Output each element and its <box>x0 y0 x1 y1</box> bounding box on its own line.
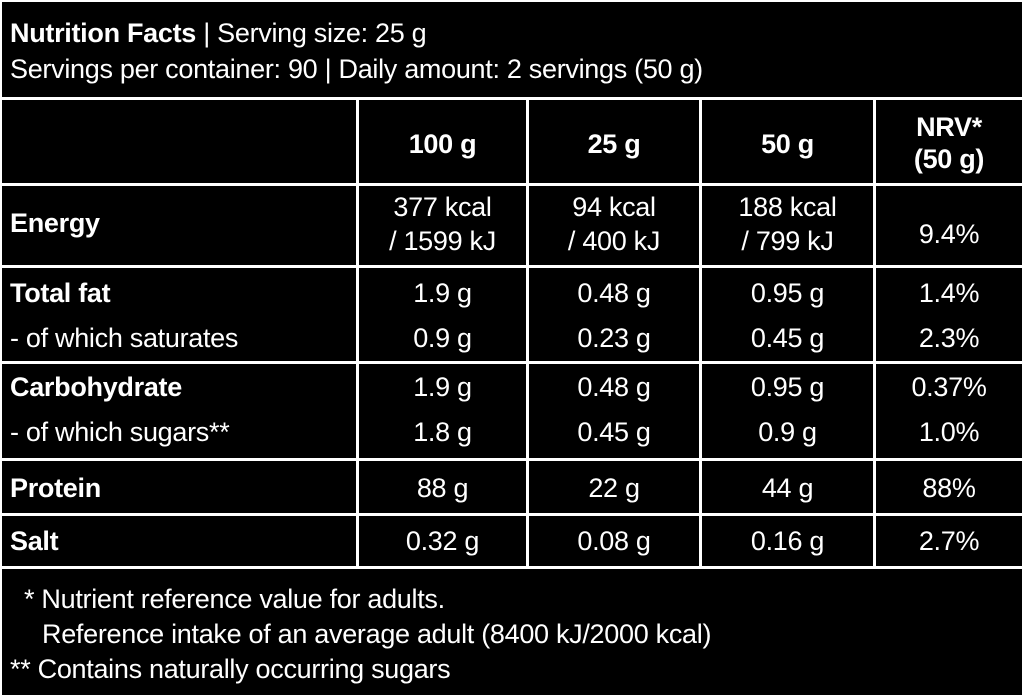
divider <box>2 183 1022 186</box>
salt-100g: 0.32 g <box>405 526 480 556</box>
salt-nrv: 2.7% <box>918 526 980 556</box>
divider <box>2 458 1022 461</box>
carbohydrate-50g: 0.95 g <box>750 372 825 402</box>
column-header-nrv: NRV* <box>916 112 982 142</box>
row-label-energy: Energy <box>10 208 100 238</box>
column-header-nrv-unit: (50 g) <box>913 144 985 174</box>
sugars-100g: 1.8 g <box>413 417 472 447</box>
column-header-100g: 100 g <box>408 129 477 159</box>
divider <box>2 265 1022 268</box>
energy-100g-kcal: 377 kcal <box>393 192 492 222</box>
total-fat-25g: 0.48 g <box>577 278 651 308</box>
energy-nrv: 9.4% <box>918 219 980 249</box>
column-divider <box>356 99 359 569</box>
carbohydrate-100g: 1.9 g <box>413 372 472 402</box>
salt-25g: 0.08 g <box>577 526 651 556</box>
header-line-1: Nutrition Facts | Serving size: 25 g <box>10 18 427 48</box>
divider <box>2 361 1022 364</box>
protein-nrv: 88% <box>922 473 976 503</box>
divider <box>2 566 1022 569</box>
row-label-total-fat: Total fat <box>10 278 111 308</box>
header-separator: | <box>203 18 210 48</box>
divider <box>2 97 1022 100</box>
divider <box>2 513 1022 516</box>
footnote-nrv: * Nutrient reference value for adults. <box>24 584 445 614</box>
nutrition-facts-title: Nutrition Facts <box>10 18 197 48</box>
sugars-nrv: 1.0% <box>918 417 980 447</box>
energy-25g-kcal: 94 kcal <box>572 192 656 222</box>
column-divider <box>526 99 529 569</box>
footnote-reference-intake: Reference intake of an average adult (84… <box>42 619 712 649</box>
row-label-salt: Salt <box>10 526 59 556</box>
carbohydrate-nrv: 0.37% <box>911 372 987 402</box>
saturates-25g: 0.23 g <box>577 323 651 353</box>
energy-25g-kj: / 400 kJ <box>567 226 661 256</box>
protein-25g: 22 g <box>588 473 640 503</box>
row-label-saturates: - of which saturates <box>10 323 239 353</box>
sugars-25g: 0.45 g <box>577 417 651 447</box>
saturates-50g: 0.45 g <box>750 323 825 353</box>
row-label-carbohydrate: Carbohydrate <box>10 372 182 402</box>
column-divider <box>699 99 702 569</box>
total-fat-100g: 1.9 g <box>413 278 472 308</box>
row-label-protein: Protein <box>10 473 101 503</box>
total-fat-nrv: 1.4% <box>918 278 980 308</box>
carbohydrate-25g: 0.48 g <box>577 372 651 402</box>
protein-100g: 88 g <box>416 473 469 503</box>
column-header-25g: 25 g <box>587 129 641 159</box>
total-fat-50g: 0.95 g <box>750 278 825 308</box>
row-label-sugars: - of which sugars** <box>10 417 230 447</box>
protein-50g: 44 g <box>761 473 814 503</box>
energy-100g-kj: / 1599 kJ <box>389 226 496 256</box>
column-header-50g: 50 g <box>761 129 814 159</box>
energy-50g-kcal: 188 kcal <box>738 192 837 222</box>
header-line-2: Servings per container: 90 | Daily amoun… <box>10 54 703 84</box>
sugars-50g: 0.9 g <box>758 417 817 447</box>
column-divider <box>873 99 876 569</box>
salt-50g: 0.16 g <box>750 526 825 556</box>
footnote-sugars: ** Contains naturally occurring sugars <box>10 654 451 684</box>
serving-size: Serving size: 25 g <box>217 18 427 48</box>
energy-50g-kj: / 799 kJ <box>741 226 834 256</box>
saturates-100g: 0.9 g <box>413 323 472 353</box>
saturates-nrv: 2.3% <box>918 323 980 353</box>
